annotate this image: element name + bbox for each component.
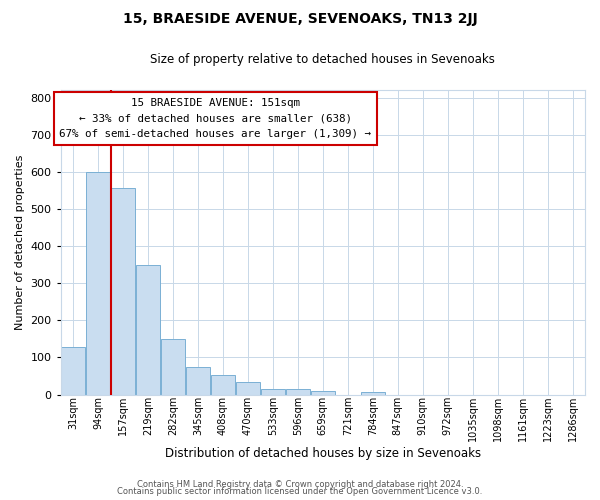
Bar: [61, 348, 85, 395]
Text: Contains HM Land Registry data © Crown copyright and database right 2024.: Contains HM Land Registry data © Crown c…: [137, 480, 463, 489]
Bar: [111, 188, 135, 394]
Bar: [161, 340, 185, 394]
Text: Contains public sector information licensed under the Open Government Licence v3: Contains public sector information licen…: [118, 487, 482, 496]
Text: 15, BRAESIDE AVENUE, SEVENOAKS, TN13 2JJ: 15, BRAESIDE AVENUE, SEVENOAKS, TN13 2JJ: [122, 12, 478, 26]
Bar: [86, 172, 110, 394]
Y-axis label: Number of detached properties: Number of detached properties: [15, 154, 25, 330]
Title: Size of property relative to detached houses in Sevenoaks: Size of property relative to detached ho…: [151, 52, 495, 66]
Bar: [211, 376, 235, 394]
Bar: [236, 382, 260, 394]
Bar: [286, 389, 310, 394]
X-axis label: Distribution of detached houses by size in Sevenoaks: Distribution of detached houses by size …: [165, 447, 481, 460]
Bar: [136, 266, 160, 394]
Bar: [311, 391, 335, 394]
Text: 15 BRAESIDE AVENUE: 151sqm
← 33% of detached houses are smaller (638)
67% of sem: 15 BRAESIDE AVENUE: 151sqm ← 33% of deta…: [59, 98, 371, 139]
Bar: [361, 392, 385, 394]
Bar: [186, 366, 210, 394]
Bar: [261, 389, 285, 394]
